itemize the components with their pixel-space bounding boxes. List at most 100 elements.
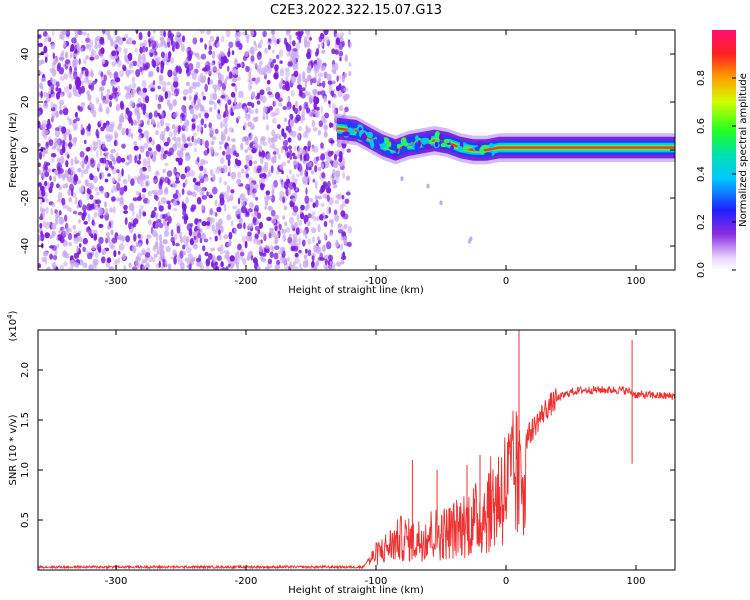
spectrogram-noise-dot (251, 212, 254, 218)
spectrogram-noise-dot (106, 257, 112, 264)
spectrogram-noise-dot (240, 142, 244, 151)
spectrogram-noise-dot (52, 30, 55, 37)
spectrogram-noise-dot (199, 30, 206, 34)
spectrogram-noise-dot (86, 44, 90, 50)
spectrogram-noise-dot (45, 206, 49, 214)
spectrogram-noise-dot (180, 173, 186, 180)
spectrogram-noise-dot (248, 201, 254, 209)
spectrogram-noise-dot (278, 49, 283, 58)
spectrogram-noise-dot (297, 132, 301, 141)
spectrogram-noise-dot (266, 153, 272, 161)
spectrogram-noise-dot (184, 179, 188, 185)
spectrogram-noise-dot (320, 105, 323, 114)
spectrogram-noise-dot (102, 147, 108, 152)
spectrogram-noise-dot (93, 211, 98, 218)
spectrogram-noise-dot (204, 251, 209, 257)
spectrogram-noise-dot (271, 218, 277, 225)
spectrogram-noise-dot (54, 169, 59, 175)
spectrogram-noise-dot (283, 181, 289, 190)
spectrogram-noise-dot (131, 40, 137, 45)
spectrogram-noise-dot (156, 249, 160, 255)
spectrogram-noise-dot (50, 89, 54, 95)
spectrogram-noise-dot (223, 118, 228, 124)
spectrogram-noise-dot (148, 219, 152, 226)
spectrogram-noise-dot (105, 151, 110, 156)
spectrogram-noise-dot (116, 182, 121, 191)
spectrogram-noise-dot (289, 118, 295, 127)
spectrogram-noise-dot (90, 233, 94, 239)
spectrogram-noise-dot (273, 100, 277, 107)
spectrogram-signal-blob (424, 143, 432, 150)
spectrogram-noise-dot (323, 221, 328, 227)
spectrogram-noise-dot (128, 156, 133, 164)
spectrogram-noise-dot (182, 208, 187, 217)
spectrogram-noise-dot (186, 69, 191, 77)
spectrogram-noise-dot (267, 205, 273, 211)
spectrogram-noise-dot (321, 65, 327, 70)
spectrogram-noise-dot (38, 162, 41, 168)
spectrogram-noise-dot (191, 123, 196, 130)
spectrogram-noise-dot (260, 137, 265, 145)
spectrogram-noise-dot (147, 147, 152, 152)
spectrogram-noise-dot (226, 242, 231, 247)
spectrogram-noise-dot (128, 202, 135, 212)
spectrogram-noise-dot (342, 236, 348, 242)
spectrogram-noise-dot (163, 150, 169, 155)
spectrogram-noise-dot (283, 262, 289, 270)
spectrogram-noise-dot (151, 40, 157, 49)
spectrogram-noise-dot (286, 50, 290, 57)
spectrogram-noise-dot (213, 211, 216, 217)
spectrogram-noise-dot (223, 94, 230, 102)
spectrogram-noise-dot (82, 237, 89, 245)
spectrogram-noise-dot (119, 70, 124, 77)
spectrogram-noise-dot (293, 266, 299, 270)
spectrogram-noise-dot (121, 143, 126, 149)
spectrogram-noise-dot (279, 246, 286, 252)
spectrogram-ytick-label: 0 (20, 147, 31, 153)
spectrogram-noise-dot (102, 30, 106, 35)
spectrogram-noise-dot (151, 139, 156, 146)
spectrogram-noise-dot (140, 103, 146, 111)
spectrogram-noise-dot (70, 188, 74, 197)
spectrogram-noise-dot (283, 205, 288, 211)
spectrogram-noise-dot (133, 145, 139, 151)
spectrogram-noise-dot (285, 76, 289, 82)
spectrogram-noise-dot (64, 53, 69, 59)
spectrogram-noise-dot (61, 30, 67, 36)
spectrogram-noise-dot (278, 223, 282, 230)
spectrogram-noise-dot (242, 136, 248, 142)
spectrogram-noise-dot (317, 129, 322, 136)
spectrogram-noise-dot (68, 207, 72, 213)
spectrogram-noise-dot (130, 178, 135, 187)
spectrogram-noise-dot (117, 124, 122, 131)
spectrogram-noise-dot (95, 191, 100, 196)
spectrogram-noise-dot (300, 30, 304, 35)
spectrogram-noise-dot (298, 249, 302, 254)
spectrogram-noise-dot (220, 121, 223, 129)
spectrogram-noise-dot (284, 221, 288, 227)
spectrogram-noise-dot (244, 149, 249, 153)
spectrogram-noise-dot (186, 223, 193, 232)
spectrogram-noise-dot (40, 185, 45, 192)
spectrogram-noise-dot (328, 206, 331, 214)
spectrogram-noise-dot (219, 197, 225, 206)
spectrogram-noise-dot (297, 147, 303, 156)
spectrogram-noise-dot (313, 265, 318, 270)
spectrogram-noise-dot (84, 156, 88, 165)
spectrogram-noise-dot (269, 251, 274, 258)
spectrogram-noise-dot (123, 47, 128, 55)
spectrogram-noise-dot (209, 128, 215, 136)
spectrogram-noise-dot (127, 37, 133, 45)
spectrogram-noise-dot (132, 197, 138, 202)
spectrogram-noise-dot (223, 203, 227, 212)
spectrogram-noise-dot (274, 264, 281, 270)
spectrogram-noise-dot (258, 179, 262, 185)
spectrogram-noise-dot (265, 113, 269, 121)
spectrogram-noise-dot (206, 147, 210, 154)
spectrogram-noise-dot (243, 106, 248, 113)
spectrogram-noise-dot (144, 179, 151, 187)
spectrogram-noise-dot (212, 186, 218, 195)
spectrogram-noise-dot (256, 220, 259, 225)
spectrogram-noise-dot (64, 230, 70, 236)
spectrogram-noise-dot (158, 181, 163, 190)
